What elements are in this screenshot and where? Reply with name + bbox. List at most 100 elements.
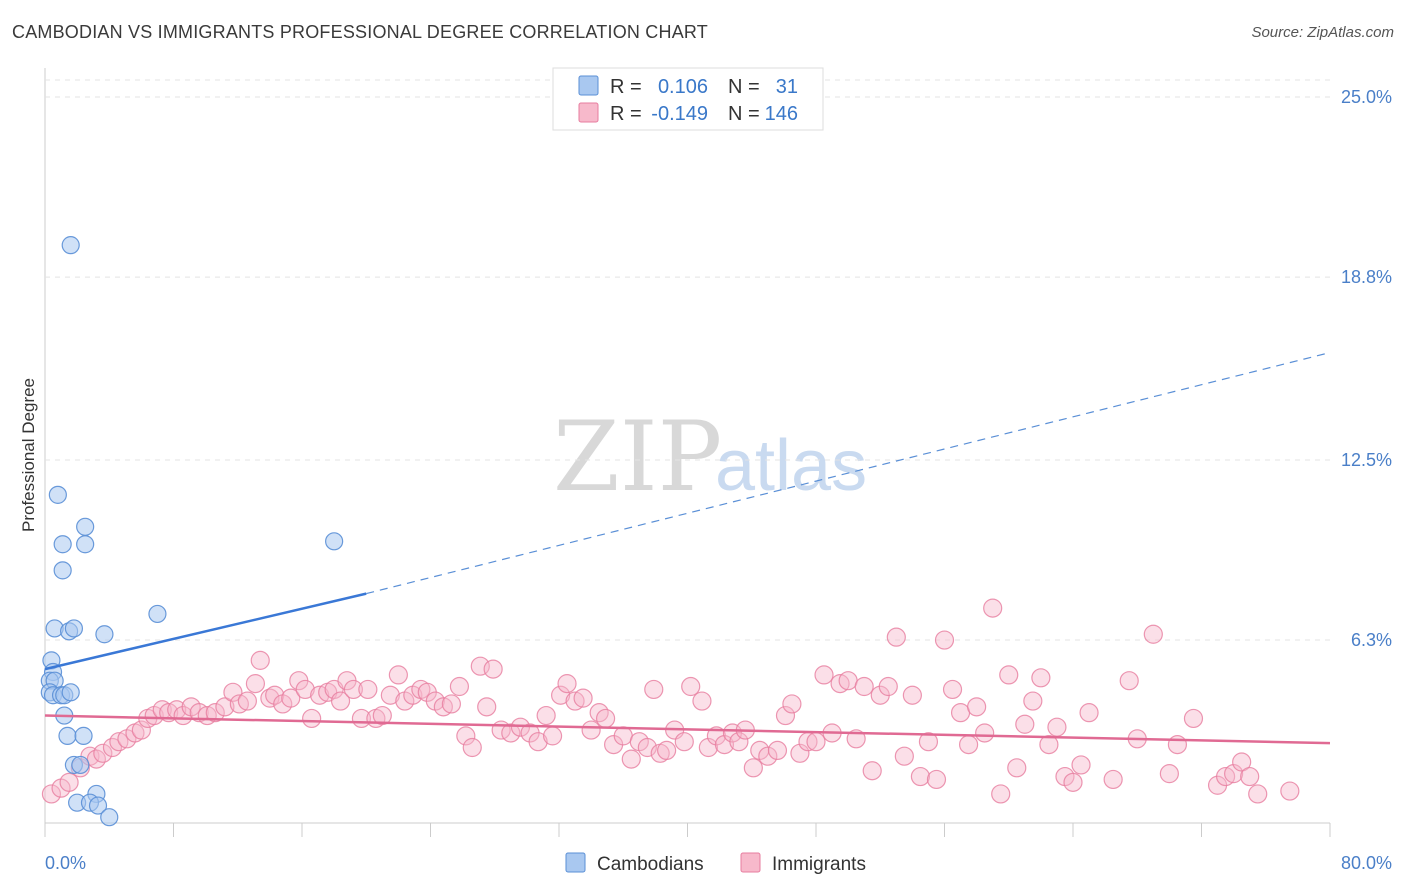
immigrants-point bbox=[743, 758, 763, 778]
cambodians-point bbox=[58, 726, 77, 745]
immigrants-point bbox=[1119, 671, 1139, 691]
immigrants-point bbox=[674, 732, 694, 752]
immigrants-point bbox=[613, 726, 633, 746]
immigrants-point bbox=[41, 784, 62, 804]
immigrants-point bbox=[237, 691, 257, 711]
legend-n-label-1: N = bbox=[728, 103, 760, 125]
y-axis-label: Professional Degree bbox=[19, 378, 38, 532]
immigrants-point bbox=[1167, 734, 1188, 755]
cambodians-point bbox=[53, 535, 72, 554]
immigrants-point bbox=[775, 705, 796, 726]
immigrants-point bbox=[281, 688, 301, 708]
immigrants-points bbox=[41, 598, 1300, 804]
immigrants-point bbox=[205, 703, 225, 723]
immigrants-point bbox=[542, 726, 563, 746]
y-tick-label: 18.8% bbox=[1341, 267, 1392, 287]
immigrants-point bbox=[934, 630, 955, 650]
legend-r-value-1: -0.149 bbox=[651, 103, 708, 125]
immigrants-point bbox=[692, 691, 712, 711]
immigrants-point bbox=[621, 749, 641, 769]
immigrants-point bbox=[462, 737, 482, 758]
immigrants-point bbox=[536, 705, 556, 726]
immigrants-point bbox=[958, 734, 979, 755]
immigrants-point bbox=[483, 659, 503, 679]
immigrants-point bbox=[551, 685, 571, 705]
cambodians-point bbox=[100, 808, 119, 827]
immigrants-point bbox=[644, 679, 664, 700]
legend-r-label-0: R = bbox=[610, 76, 642, 98]
immigrants-point bbox=[1079, 703, 1099, 723]
immigrants-point bbox=[295, 679, 315, 700]
immigrants-point bbox=[358, 679, 378, 700]
cambodians-points bbox=[40, 236, 344, 827]
immigrants-point bbox=[894, 746, 914, 766]
immigrants-point bbox=[131, 720, 151, 740]
immigrants-point bbox=[983, 598, 1003, 618]
x-tick-label-max: 80.0% bbox=[1341, 853, 1392, 873]
immigrants-point bbox=[388, 665, 408, 685]
watermark-atlas: atlas bbox=[715, 426, 867, 506]
immigrants-point bbox=[1023, 691, 1043, 711]
immigrants-point bbox=[215, 697, 235, 717]
immigrants-point bbox=[950, 703, 971, 723]
immigrants-point bbox=[250, 650, 270, 670]
immigrants-point bbox=[456, 726, 476, 746]
immigrants-point bbox=[767, 740, 788, 761]
immigrants-point bbox=[814, 665, 834, 685]
legend-r-label-1: R = bbox=[610, 103, 642, 125]
immigrants-point bbox=[1103, 769, 1123, 790]
chart-title: CAMBODIAN VS IMMIGRANTS PROFESSIONAL DEG… bbox=[12, 22, 708, 42]
legend-n-value-0: 31 bbox=[776, 76, 798, 98]
immigrants-trend-line bbox=[44, 714, 1331, 745]
legend-swatch-cambodians bbox=[578, 75, 599, 96]
immigrants-point bbox=[1280, 781, 1300, 801]
immigrants-point bbox=[1240, 766, 1260, 787]
bottom-legend-cambodians: Cambodians bbox=[597, 854, 704, 875]
immigrants-point bbox=[806, 732, 826, 752]
cambodians-point bbox=[48, 485, 67, 504]
immigrants-point bbox=[657, 740, 677, 761]
immigrants-point bbox=[1183, 708, 1204, 729]
immigrants-point bbox=[59, 772, 79, 792]
immigrants-point bbox=[330, 691, 351, 711]
cambodians-point bbox=[76, 517, 95, 536]
immigrants-point bbox=[975, 723, 995, 743]
immigrants-point bbox=[1039, 734, 1059, 755]
immigrants-point bbox=[528, 732, 548, 752]
immigrants-point bbox=[477, 697, 497, 717]
immigrants-point bbox=[854, 676, 874, 697]
x-tick-label-min: 0.0% bbox=[45, 853, 86, 873]
bottom-legend-immigrants: Immigrants bbox=[772, 854, 866, 875]
immigrants-point bbox=[862, 761, 882, 781]
immigrants-point bbox=[729, 732, 749, 752]
legend-swatch-immigrants bbox=[578, 102, 599, 123]
immigrants-point bbox=[838, 671, 858, 691]
cambodians-point bbox=[95, 625, 114, 644]
y-tick-label: 25.0% bbox=[1341, 87, 1392, 107]
cambodians-point bbox=[61, 236, 80, 255]
immigrants-point bbox=[245, 674, 266, 694]
immigrants-point bbox=[758, 746, 778, 766]
x-ticks bbox=[44, 823, 1331, 837]
immigrants-point bbox=[918, 732, 939, 752]
immigrants-point bbox=[1248, 784, 1268, 804]
immigrants-point bbox=[926, 769, 947, 790]
immigrants-point bbox=[681, 676, 701, 697]
immigrants-point bbox=[1015, 714, 1035, 734]
immigrants-point bbox=[886, 627, 906, 647]
legend-r-value-0: 0.106 bbox=[658, 76, 708, 98]
immigrants-point bbox=[1031, 668, 1051, 688]
gridlines bbox=[45, 79, 1330, 641]
immigrants-point bbox=[991, 784, 1011, 804]
series-legend: Cambodians Immigrants bbox=[565, 852, 866, 875]
immigrants-point bbox=[223, 682, 243, 702]
cambodians-point bbox=[325, 532, 344, 551]
cambodians-trend-extension bbox=[366, 351, 1331, 595]
legend-n-label-0: N = bbox=[728, 76, 760, 98]
cambodians-point bbox=[88, 796, 108, 815]
cambodians-point bbox=[76, 535, 95, 554]
cambodians-trend-line bbox=[44, 592, 367, 671]
immigrants-point bbox=[573, 688, 593, 708]
cambodians-point bbox=[148, 604, 167, 624]
watermark-zip: ZIP bbox=[553, 401, 722, 513]
